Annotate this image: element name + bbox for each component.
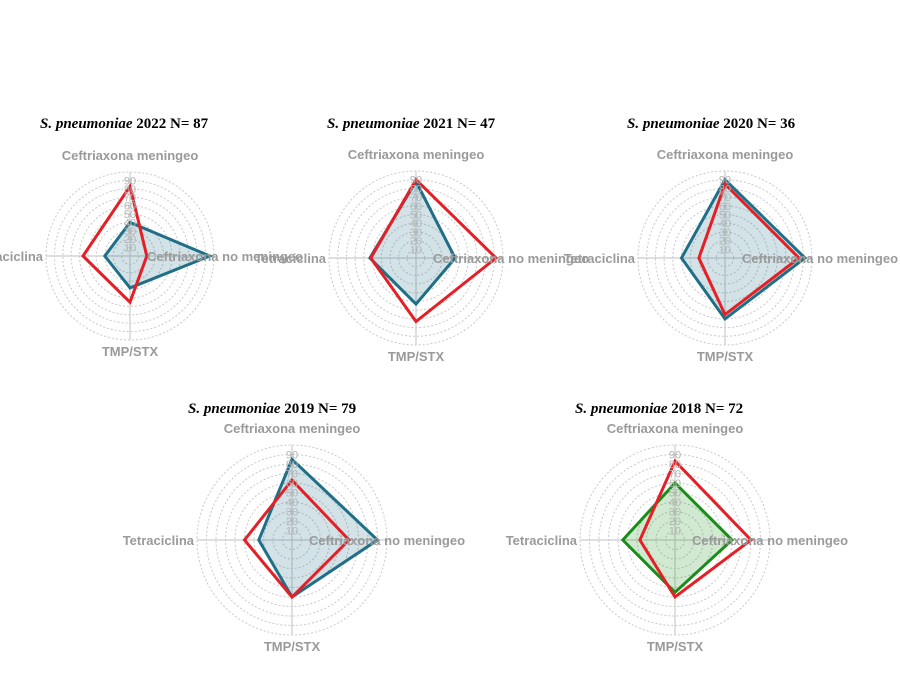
axis-label: Tetraciclina	[506, 533, 578, 548]
tick-label: 70	[669, 469, 681, 481]
tick-label: 70	[719, 192, 731, 204]
tick-label: 40	[719, 218, 731, 230]
series-polygon-1	[620, 480, 735, 595]
axis-label: TMP/STX	[388, 349, 445, 364]
axis-label: Ceftriaxona meningeo	[607, 421, 744, 436]
tick-label: 50	[669, 488, 681, 500]
series-polygon-0	[242, 477, 352, 600]
tick-label: 80	[286, 459, 298, 471]
tick-label: 90	[124, 175, 136, 187]
axis-label: Tetraciclina	[255, 251, 327, 266]
tick-label: 30	[286, 507, 298, 519]
chart-title-organism: S. pneumoniae	[188, 401, 284, 417]
tick-label: 80	[719, 183, 731, 195]
axis-label: TMP/STX	[697, 349, 754, 364]
tick-label: 50	[719, 210, 731, 222]
axis-label: Tetraciclina	[0, 249, 44, 264]
tick-label: 50	[410, 210, 422, 222]
tick-label: 80	[124, 184, 136, 196]
axis-label: Ceftriaxona no meningeo	[433, 251, 589, 266]
tick-label: 80	[669, 459, 681, 471]
tick-label: 40	[669, 497, 681, 509]
tick-label: 60	[286, 478, 298, 490]
chart-title-organism: S. pneumoniae	[575, 401, 671, 417]
tick-label: 90	[286, 450, 298, 462]
axis-label: Ceftriaxona no meningeo	[692, 533, 848, 548]
axis-label: Ceftriaxona no meningeo	[309, 533, 465, 548]
axis-label: Tetraciclina	[123, 533, 195, 548]
tick-label: 60	[669, 478, 681, 490]
tick-label: 60	[719, 201, 731, 213]
tick-label: 90	[719, 175, 731, 187]
tick-label: 10	[410, 244, 422, 256]
tick-label: 10	[669, 526, 681, 538]
tick-label: 20	[286, 516, 298, 528]
tick-label: 70	[124, 192, 136, 204]
chart-title: S. pneumoniae 2022 N= 87	[40, 116, 209, 132]
tick-label: 70	[286, 469, 298, 481]
chart-title: S. pneumoniae 2019 N= 79	[188, 401, 356, 417]
tick-label: 30	[124, 226, 136, 238]
tick-label: 30	[719, 227, 731, 239]
tick-label: 90	[410, 175, 422, 187]
chart-title-organism: S. pneumoniae	[327, 116, 423, 132]
series-polygon-0	[697, 181, 802, 317]
chart-title-year-n: 2020 N= 36	[723, 116, 795, 132]
tick-label: 70	[410, 192, 422, 204]
axis-label: TMP/STX	[264, 639, 321, 654]
tick-label: 10	[124, 243, 136, 255]
tick-label: 20	[719, 236, 731, 248]
axis-label: TMP/STX	[102, 344, 159, 359]
axis-label: Ceftriaxona no meningeo	[147, 249, 303, 264]
chart-title: S. pneumoniae 2018 N= 72	[575, 401, 743, 417]
series-polygon-0	[369, 177, 499, 324]
tick-label: 90	[669, 450, 681, 462]
chart-title-organism: S. pneumoniae	[40, 116, 136, 132]
series-polygon-0	[81, 182, 149, 305]
tick-label: 20	[669, 516, 681, 528]
series-polygon-1	[102, 220, 214, 290]
axis-label: Ceftriaxona meningeo	[657, 147, 794, 162]
axis-label: Ceftriaxona meningeo	[62, 148, 199, 163]
tick-label: 10	[286, 526, 298, 538]
axis-label: TMP/STX	[647, 639, 704, 654]
tick-label: 40	[124, 217, 136, 229]
tick-label: 60	[410, 201, 422, 213]
axis-label: Ceftriaxona meningeo	[224, 421, 361, 436]
chart-title-year-n: 2022 N= 87	[136, 116, 208, 132]
axis-label: Ceftriaxona no meningeo	[742, 251, 898, 266]
tick-label: 30	[410, 227, 422, 239]
chart-title-organism: S. pneumoniae	[627, 116, 723, 132]
chart-title-year-n: 2018 N= 72	[671, 401, 743, 417]
tick-label: 30	[669, 507, 681, 519]
tick-label: 50	[286, 488, 298, 500]
tick-label: 50	[124, 209, 136, 221]
axis-label: Ceftriaxona meningeo	[348, 147, 485, 162]
tick-label: 20	[124, 234, 136, 246]
chart-title-year-n: 2021 N= 47	[423, 116, 495, 132]
tick-label: 20	[410, 236, 422, 248]
axis-label: Tetraciclina	[564, 251, 636, 266]
chart-title-year-n: 2019 N= 79	[284, 401, 356, 417]
chart-title: S. pneumoniae 2020 N= 36	[627, 116, 796, 132]
tick-label: 80	[410, 183, 422, 195]
chart-title: S. pneumoniae 2021 N= 47	[327, 116, 496, 132]
tick-label: 10	[719, 244, 731, 256]
series-polygon-0	[638, 458, 754, 600]
tick-label: 60	[124, 201, 136, 213]
tick-label: 40	[410, 218, 422, 230]
tick-label: 40	[286, 497, 298, 509]
